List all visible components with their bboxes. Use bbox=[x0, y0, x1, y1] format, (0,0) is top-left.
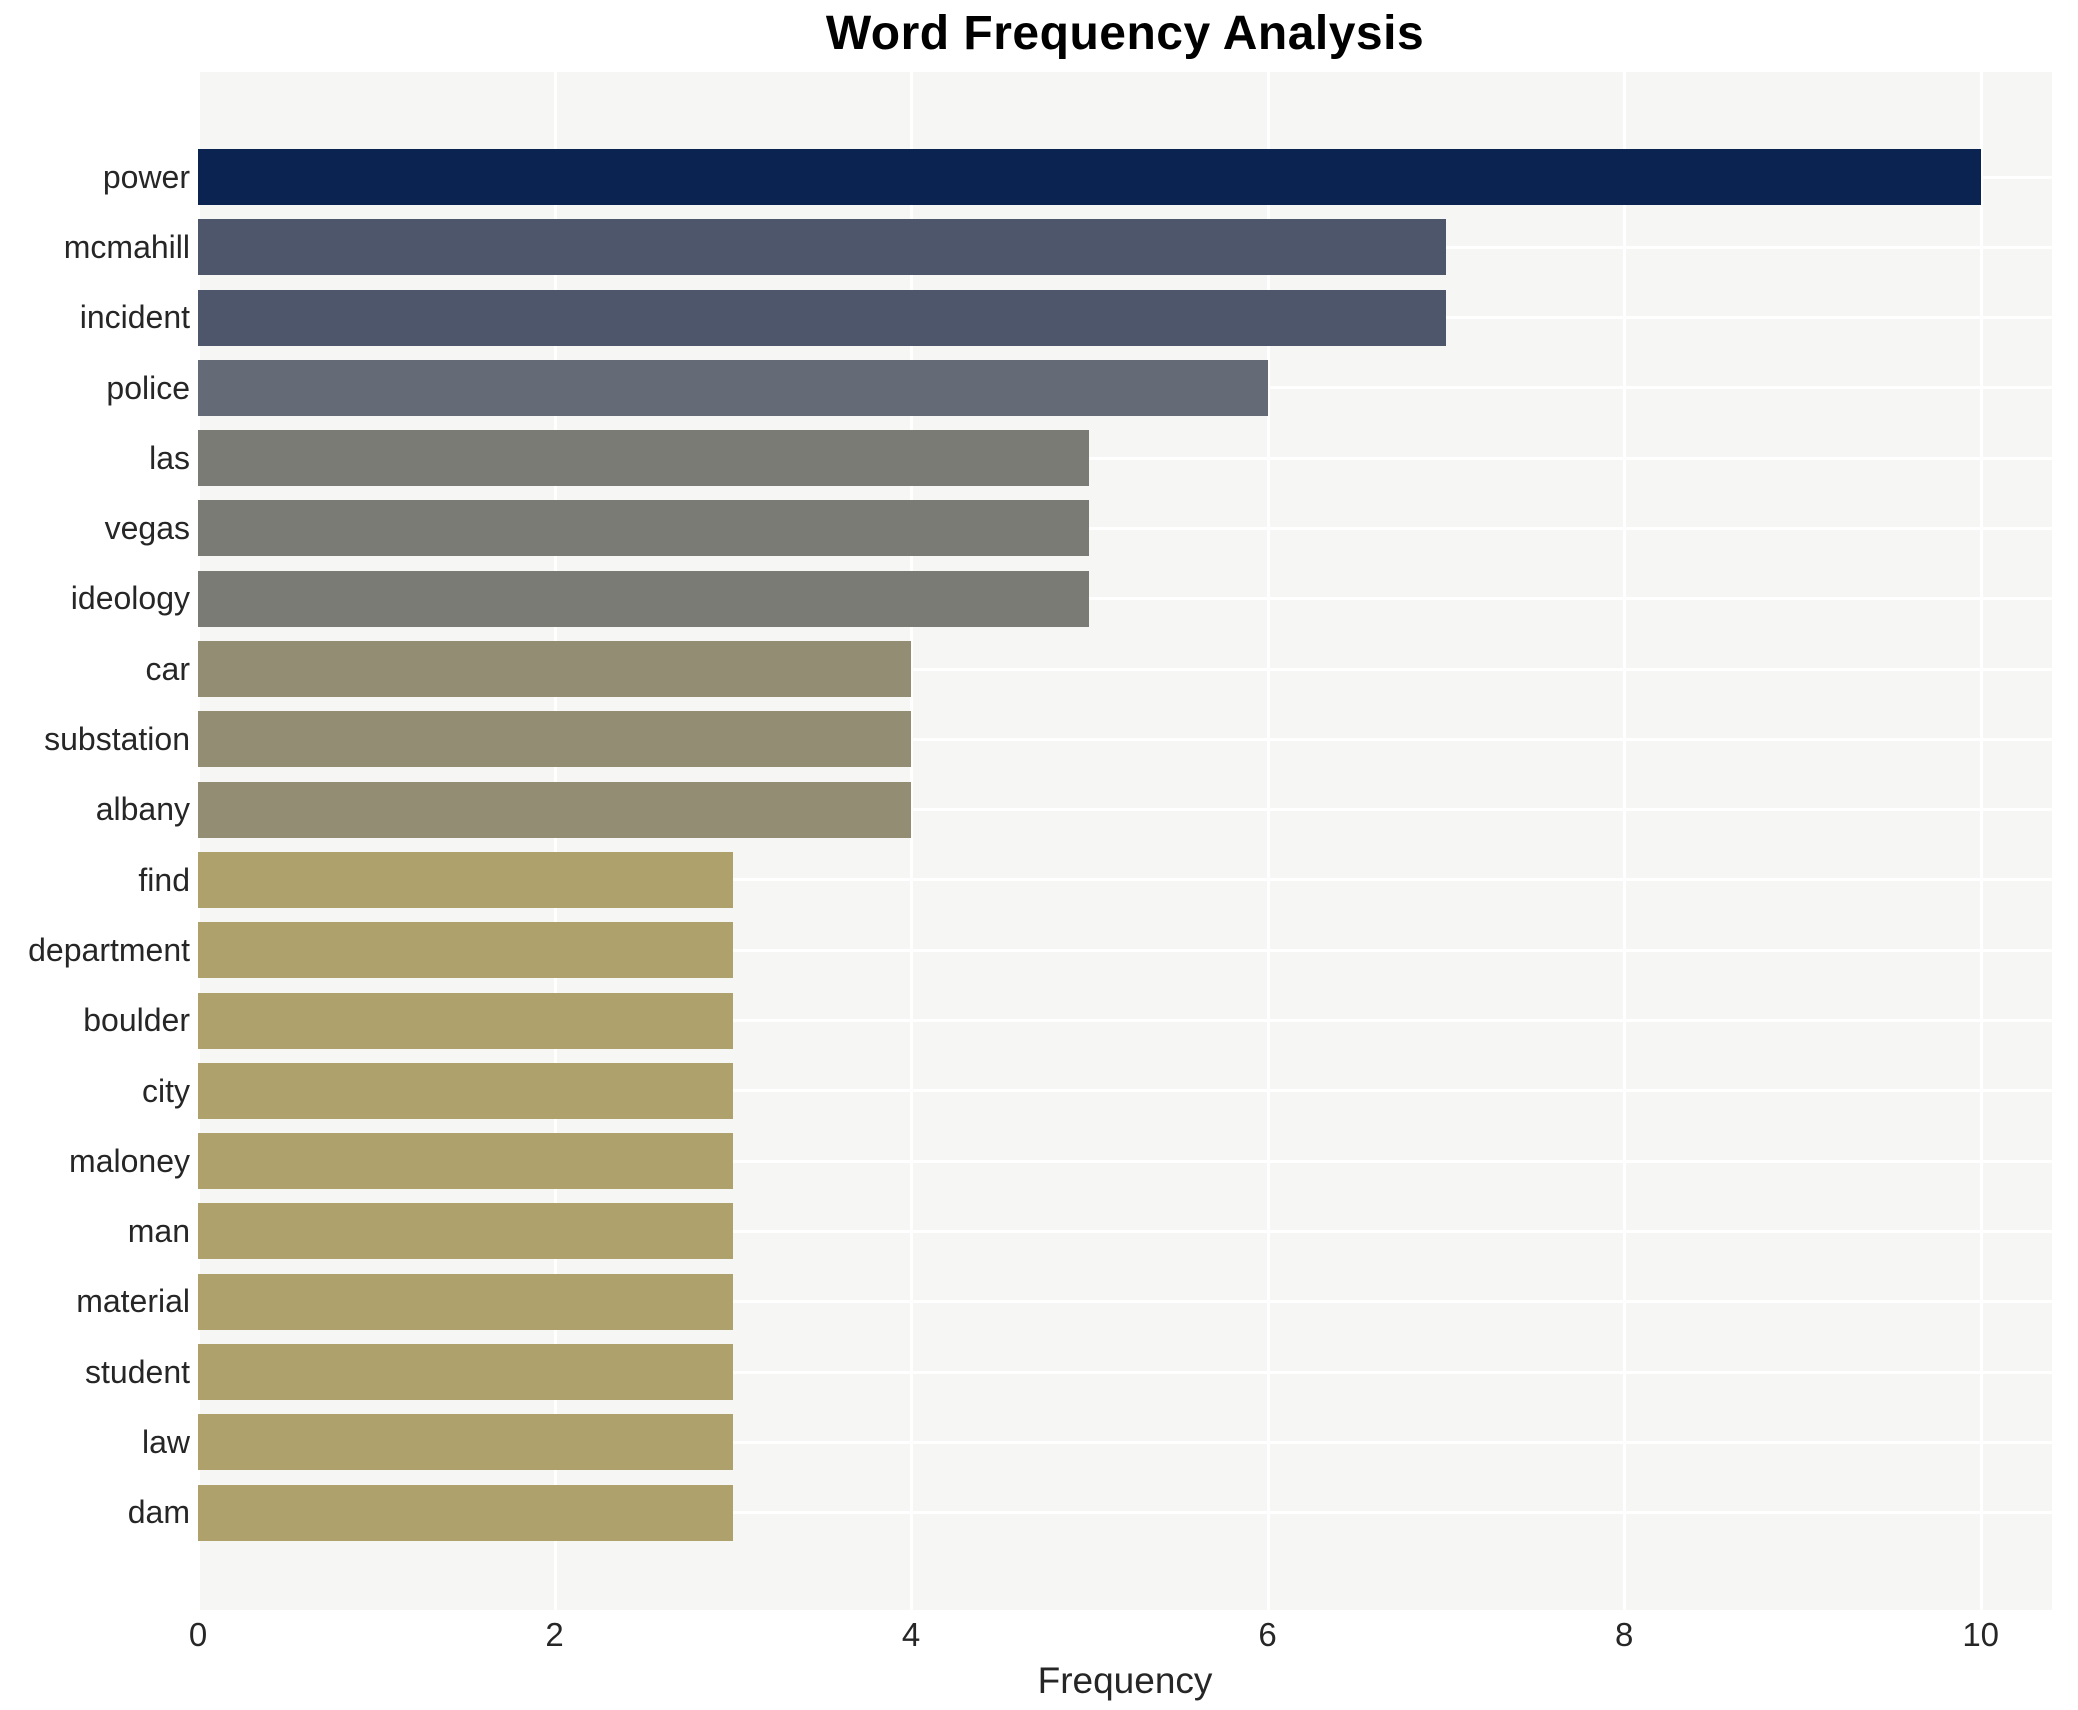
bar-row-power bbox=[198, 142, 2052, 212]
y-tick-label-find: find bbox=[138, 861, 190, 898]
bar-material bbox=[198, 1273, 733, 1330]
y-axis-labels: power mcmahill incident police las vegas ideol… bbox=[0, 72, 190, 1548]
gridline-y-vegas bbox=[198, 526, 2052, 530]
y-tick-label-power: power bbox=[102, 158, 190, 195]
gridline-x-8 bbox=[1623, 72, 1627, 1610]
x-tick-label-0: 0 bbox=[188, 1616, 208, 1653]
bar-student bbox=[198, 1344, 733, 1401]
bar-police bbox=[198, 359, 1268, 416]
bar-dam bbox=[198, 1484, 733, 1541]
gridline-x-4 bbox=[910, 72, 914, 1610]
bar-row-city bbox=[198, 1056, 2052, 1126]
gridline-x-0 bbox=[197, 72, 200, 1610]
gridline-y-substation bbox=[198, 737, 2052, 741]
y-tick-label-law: law bbox=[141, 1423, 190, 1460]
gridline-y-material bbox=[198, 1300, 2052, 1304]
bar-city bbox=[198, 1062, 733, 1119]
gridline-x-2 bbox=[553, 72, 557, 1610]
y-tick-label-city: city bbox=[142, 1072, 190, 1109]
gridline-y-las bbox=[198, 456, 2052, 460]
y-tick-label-material: material bbox=[76, 1283, 190, 1320]
x-tick-label-8: 8 bbox=[1614, 1616, 1634, 1653]
y-tick-label-substation: substation bbox=[44, 721, 190, 758]
y-tick-label-las: las bbox=[149, 439, 190, 476]
gridline-y-find bbox=[198, 878, 2052, 882]
y-tick-label-police: police bbox=[106, 369, 190, 406]
x-tick-label-6: 6 bbox=[1258, 1616, 1277, 1653]
bar-row-dam bbox=[198, 1478, 2052, 1548]
y-tick-label-department: department bbox=[28, 931, 190, 968]
bar-law bbox=[198, 1414, 733, 1471]
y-tick-label-man: man bbox=[127, 1213, 190, 1250]
bar-row-law bbox=[198, 1407, 2052, 1477]
y-tick-label-student: student bbox=[85, 1353, 190, 1390]
bar-row-boulder bbox=[198, 986, 2052, 1056]
y-tick-label-dam: dam bbox=[127, 1494, 190, 1531]
bar-row-police bbox=[198, 353, 2052, 423]
gridline-y-man bbox=[198, 1229, 2052, 1233]
bar-incident bbox=[198, 289, 1446, 346]
bar-department bbox=[198, 922, 733, 979]
gridline-y-albany bbox=[198, 808, 2052, 812]
bar-power bbox=[198, 149, 1981, 205]
bar-car bbox=[198, 641, 912, 698]
gridline-y-law bbox=[198, 1440, 2052, 1444]
gridline-y-student bbox=[198, 1370, 2052, 1374]
gridline-y-boulder bbox=[198, 1019, 2052, 1023]
y-tick-label-mcmahill: mcmahill bbox=[63, 228, 190, 265]
bar-boulder bbox=[198, 992, 733, 1049]
gridline-y-department bbox=[198, 948, 2052, 952]
bar-row-albany bbox=[198, 775, 2052, 845]
gridline-y-car bbox=[198, 667, 2052, 671]
bar-row-vegas bbox=[198, 493, 2052, 563]
bar-row-maloney bbox=[198, 1126, 2052, 1196]
bar-rows bbox=[198, 72, 2052, 1548]
bar-las bbox=[198, 430, 1090, 487]
bar-substation bbox=[198, 711, 912, 768]
bar-row-incident bbox=[198, 283, 2052, 353]
bar-row-department bbox=[198, 915, 2052, 985]
plot-area bbox=[197, 72, 2052, 1610]
bar-vegas bbox=[198, 500, 1090, 557]
x-axis-label: Frequency bbox=[1037, 1660, 1213, 1701]
bar-row-las bbox=[198, 423, 2052, 493]
y-tick-label-vegas: vegas bbox=[104, 510, 190, 547]
y-tick-label-ideology: ideology bbox=[70, 580, 190, 617]
bar-maloney bbox=[198, 1133, 733, 1190]
y-tick-label-maloney: maloney bbox=[69, 1142, 190, 1179]
gridline-y-city bbox=[198, 1089, 2052, 1093]
bar-row-man bbox=[198, 1196, 2052, 1266]
chart-title: Word Frequency Analysis bbox=[825, 7, 1425, 60]
x-tick-label-10: 10 bbox=[1962, 1616, 2000, 1653]
gridline-y-maloney bbox=[198, 1159, 2052, 1163]
gridline-x-6 bbox=[1266, 72, 1270, 1610]
bar-ideology bbox=[198, 570, 1090, 627]
bar-albany bbox=[198, 781, 912, 838]
bar-man bbox=[198, 1203, 733, 1260]
y-tick-label-boulder: boulder bbox=[83, 1002, 190, 1039]
gridline-x-10 bbox=[1979, 72, 1983, 1610]
gridline-y-dam bbox=[198, 1511, 2052, 1515]
bar-row-car bbox=[198, 634, 2052, 704]
x-tick-label-4: 4 bbox=[901, 1616, 921, 1653]
gridline-y-ideology bbox=[198, 597, 2052, 601]
x-tick-label-2: 2 bbox=[545, 1616, 564, 1653]
y-tick-label-incident: incident bbox=[79, 299, 190, 336]
bar-row-find bbox=[198, 845, 2052, 915]
bar-row-mcmahill bbox=[198, 212, 2052, 282]
bar-row-substation bbox=[198, 704, 2052, 774]
x-axis-ticks: 0 2 4 6 8 10 bbox=[189, 1616, 2052, 1656]
bar-row-student bbox=[198, 1337, 2052, 1407]
bar-mcmahill bbox=[198, 219, 1446, 276]
bar-row-material bbox=[198, 1267, 2052, 1337]
y-tick-label-albany: albany bbox=[95, 791, 190, 828]
bar-find bbox=[198, 851, 733, 908]
bar-row-ideology bbox=[198, 564, 2052, 634]
y-tick-label-car: car bbox=[145, 650, 190, 687]
